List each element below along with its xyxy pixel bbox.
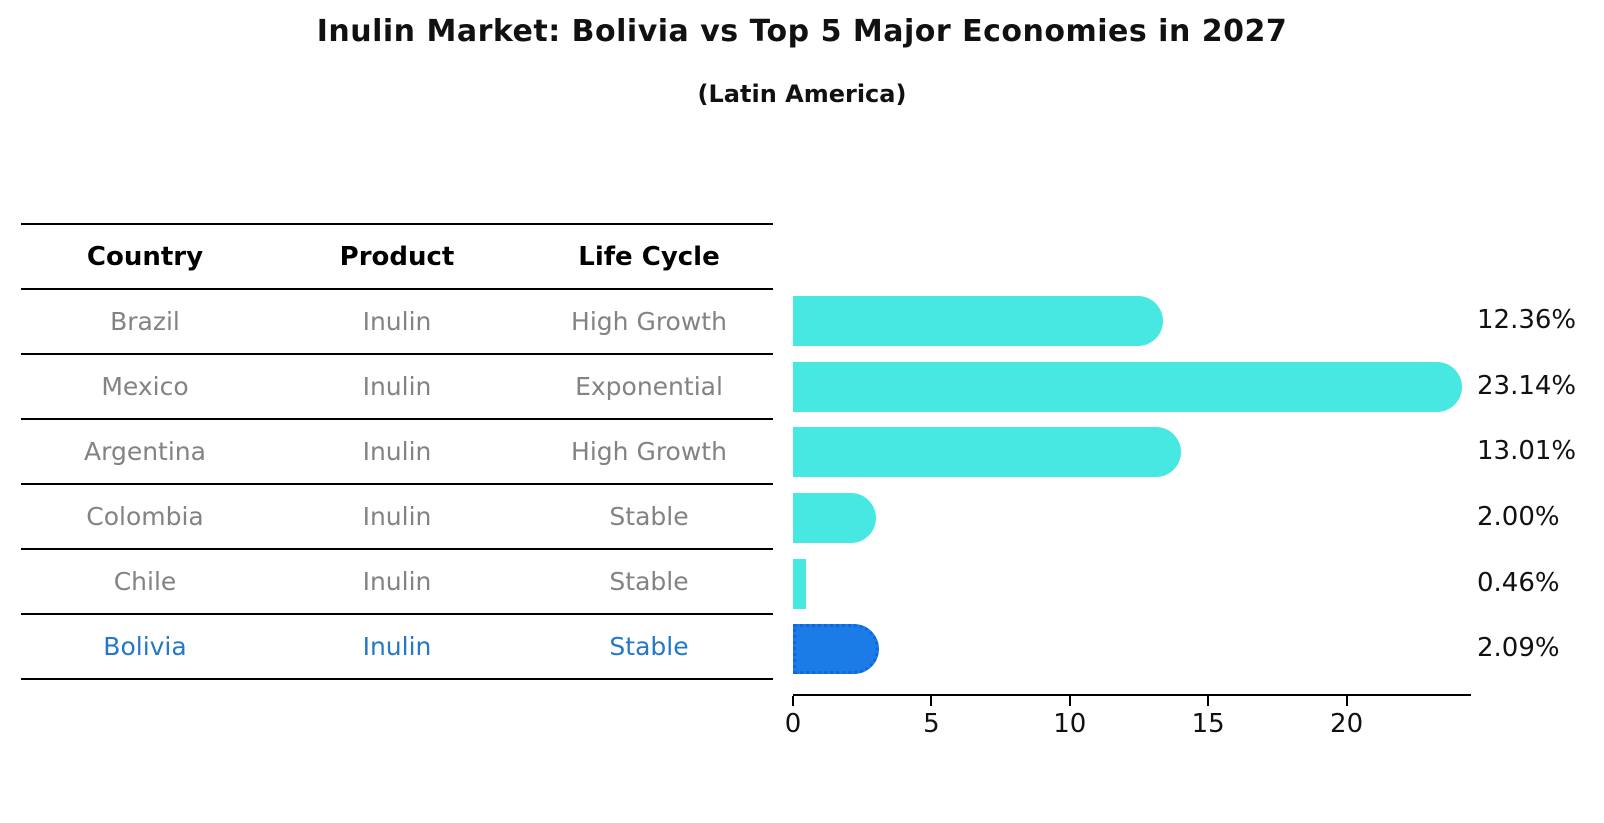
chart-title: Inulin Market: Bolivia vs Top 5 Major Ec… <box>316 14 1288 49</box>
cell-life-cycle: High Growth <box>571 307 727 336</box>
value-label-bolivia: 2.09% <box>1477 633 1560 663</box>
cell-product: Inulin <box>362 567 432 596</box>
table-row-argentina: Argentina Inulin High Growth <box>21 420 773 485</box>
value-label-argentina: 13.01% <box>1477 436 1577 466</box>
header-life-cycle: Life Cycle <box>578 241 720 272</box>
cell-product: Inulin <box>362 372 432 401</box>
cell-country: Bolivia <box>103 632 187 661</box>
x-tick <box>1345 696 1348 706</box>
cell-product: Inulin <box>362 632 432 661</box>
x-tick <box>930 696 933 706</box>
bar-mexico <box>793 362 1462 412</box>
table-header-row: Country Product Life Cycle <box>21 225 773 290</box>
value-label-colombia: 2.00% <box>1477 502 1560 532</box>
cell-product: Inulin <box>362 307 432 336</box>
header-country: Country <box>86 241 204 272</box>
bar-bolivia <box>793 624 879 674</box>
x-tick <box>1207 696 1210 706</box>
bar-chile <box>793 559 806 609</box>
x-tick-label: 0 <box>784 709 802 739</box>
table-row-colombia: Colombia Inulin Stable <box>21 485 773 550</box>
cell-country: Brazil <box>110 307 180 336</box>
header-product: Product <box>339 241 455 272</box>
table-row-chile: Chile Inulin Stable <box>21 550 773 615</box>
cell-country: Argentina <box>84 437 206 466</box>
bar-argentina <box>793 427 1182 477</box>
cell-life-cycle: Stable <box>609 632 689 661</box>
cell-product: Inulin <box>362 502 432 531</box>
x-tick <box>1068 696 1071 706</box>
country-table: Country Product Life Cycle Brazil Inulin… <box>21 223 773 680</box>
x-tick <box>792 696 794 706</box>
x-tick-label: 5 <box>923 709 940 739</box>
cell-life-cycle: High Growth <box>571 437 727 466</box>
cell-life-cycle: Stable <box>609 502 689 531</box>
value-label-brazil: 12.36% <box>1477 305 1577 335</box>
value-label-chile: 0.46% <box>1477 568 1560 598</box>
cell-product: Inulin <box>362 437 432 466</box>
bar-colombia <box>793 493 877 543</box>
table-row-mexico: Mexico Inulin Exponential <box>21 355 773 420</box>
cell-country: Chile <box>113 567 177 596</box>
chart-subtitle: (Latin America) <box>697 80 907 108</box>
value-label-mexico: 23.14% <box>1477 371 1577 401</box>
x-axis <box>793 694 1471 696</box>
cell-life-cycle: Stable <box>609 567 689 596</box>
table-row-bolivia: Bolivia Inulin Stable <box>21 615 773 680</box>
bar-brazil <box>793 296 1164 346</box>
cell-life-cycle: Exponential <box>575 372 723 401</box>
bar-chart-plot-area <box>793 0 1493 760</box>
x-tick-label: 15 <box>1191 709 1225 739</box>
cell-country: Mexico <box>101 372 189 401</box>
cell-country: Colombia <box>86 502 204 531</box>
table-row-brazil: Brazil Inulin High Growth <box>21 290 773 355</box>
x-tick-label: 10 <box>1053 709 1087 739</box>
x-tick-label: 20 <box>1330 709 1364 739</box>
